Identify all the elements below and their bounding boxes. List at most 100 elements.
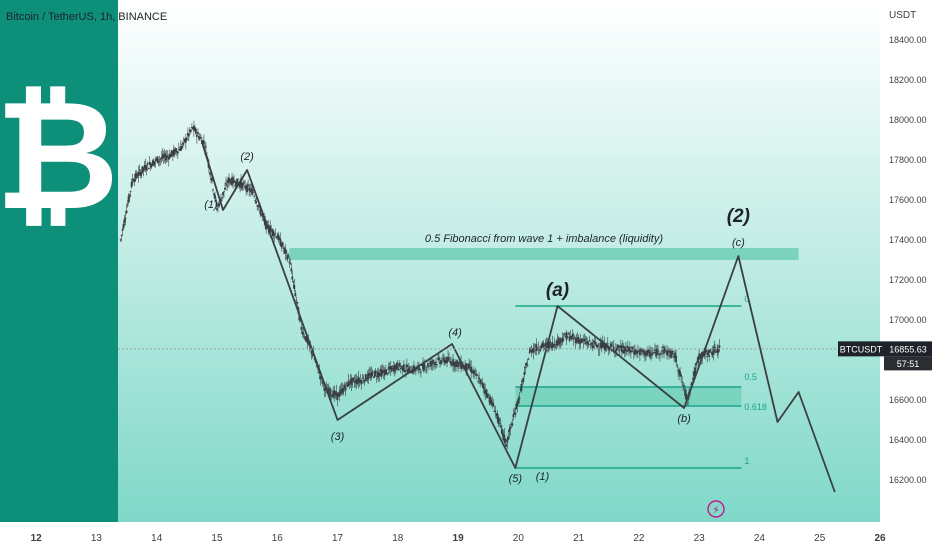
price-candle bbox=[367, 373, 370, 379]
price-candle bbox=[435, 361, 437, 363]
price-candle bbox=[162, 156, 165, 158]
price-candle bbox=[407, 367, 410, 374]
price-candle bbox=[250, 187, 253, 189]
price-candle bbox=[576, 337, 579, 341]
price-candle bbox=[718, 345, 721, 348]
price-candle bbox=[487, 394, 490, 397]
price-candle bbox=[187, 133, 190, 137]
price-candle bbox=[471, 371, 474, 374]
price-candle bbox=[479, 379, 482, 384]
price-candle bbox=[353, 381, 356, 384]
price-candle bbox=[401, 365, 404, 372]
price-candle bbox=[555, 340, 558, 346]
price-candle bbox=[488, 400, 491, 402]
price-tick-label: 17600.00 bbox=[889, 195, 927, 205]
price-candle bbox=[240, 180, 242, 186]
price-candle bbox=[177, 148, 180, 150]
price-candle bbox=[429, 362, 431, 364]
price-candle bbox=[397, 368, 400, 371]
price-candle bbox=[497, 416, 500, 424]
price-candle bbox=[357, 377, 360, 383]
price-candle bbox=[528, 351, 531, 353]
price-candle bbox=[623, 349, 626, 351]
price-tick-label: 18000.00 bbox=[889, 115, 927, 125]
price-candle bbox=[129, 191, 132, 192]
time-tick-label: 14 bbox=[151, 533, 163, 544]
price-candle bbox=[667, 350, 669, 353]
price-candle bbox=[638, 351, 640, 352]
alert-badge[interactable]: ⚡ bbox=[707, 500, 725, 518]
lightning-glyph-icon: ⚡ bbox=[712, 504, 720, 517]
price-candle bbox=[173, 149, 176, 155]
price-candle bbox=[712, 352, 715, 356]
price-candle bbox=[545, 342, 548, 344]
price-candle bbox=[441, 361, 443, 363]
price-candle bbox=[294, 293, 297, 296]
price-candle bbox=[244, 185, 247, 189]
price-candle bbox=[648, 349, 650, 353]
countdown-label: 57:51 bbox=[897, 359, 920, 369]
price-candle bbox=[583, 338, 586, 341]
price-candle bbox=[575, 339, 578, 343]
price-candle bbox=[523, 372, 526, 375]
lightning-badge-icon[interactable] bbox=[707, 500, 725, 518]
price-candle bbox=[199, 137, 201, 140]
price-candle bbox=[427, 363, 429, 366]
price-candle bbox=[461, 367, 464, 369]
price-candle bbox=[643, 352, 645, 355]
price-candle bbox=[121, 229, 124, 231]
price-candle bbox=[355, 378, 358, 384]
price-candle bbox=[278, 237, 281, 239]
price-candle bbox=[642, 348, 644, 353]
price-candle bbox=[400, 366, 403, 367]
price-candle bbox=[358, 380, 361, 382]
price-candle bbox=[171, 152, 174, 156]
price-candle bbox=[590, 342, 593, 346]
price-candle bbox=[658, 353, 660, 355]
price-candle bbox=[444, 360, 446, 364]
price-candle bbox=[343, 384, 346, 389]
price-candle bbox=[287, 255, 290, 258]
price-candle bbox=[406, 369, 409, 374]
price-candle bbox=[439, 361, 441, 365]
price-candle bbox=[548, 341, 551, 348]
price-candle bbox=[280, 244, 283, 248]
price-candle bbox=[236, 178, 238, 185]
price-candle bbox=[706, 356, 709, 357]
price-candle bbox=[511, 423, 514, 426]
price-candle bbox=[516, 401, 519, 407]
price-candle bbox=[452, 358, 454, 366]
price-candle bbox=[182, 139, 185, 141]
price-candle bbox=[567, 333, 570, 335]
price-candle bbox=[242, 183, 245, 186]
price-candle bbox=[196, 132, 199, 134]
price-candle bbox=[529, 348, 532, 353]
price-candle bbox=[635, 350, 638, 354]
time-tick-label: 17 bbox=[332, 533, 344, 544]
price-candle bbox=[514, 412, 517, 415]
price-candle bbox=[281, 242, 284, 247]
price-candle bbox=[519, 388, 522, 390]
price-candle bbox=[306, 340, 309, 343]
bitcoin-logo-panel bbox=[0, 0, 118, 522]
price-candle bbox=[269, 226, 272, 233]
price-candle bbox=[419, 368, 421, 370]
price-candle bbox=[261, 214, 264, 216]
price-candle bbox=[551, 342, 554, 349]
price-candle bbox=[592, 340, 595, 342]
price-candle bbox=[695, 363, 698, 366]
price-candle bbox=[286, 257, 289, 260]
price-candle bbox=[223, 191, 225, 193]
price-candle bbox=[371, 372, 374, 374]
price-candle bbox=[348, 383, 351, 385]
price-candle bbox=[544, 342, 547, 347]
price-candle bbox=[622, 346, 625, 354]
price-candle bbox=[156, 156, 159, 164]
price-candle bbox=[566, 337, 569, 338]
time-tick-label: 18 bbox=[392, 533, 404, 544]
price-candle bbox=[533, 348, 536, 351]
price-candle bbox=[346, 383, 349, 388]
time-tick-label: 19 bbox=[453, 533, 465, 544]
price-candle bbox=[364, 374, 367, 380]
price-candle bbox=[498, 419, 501, 422]
